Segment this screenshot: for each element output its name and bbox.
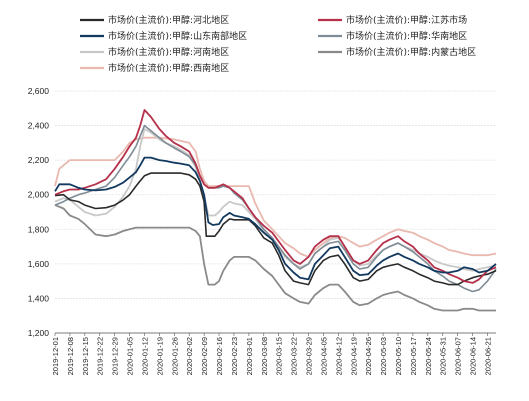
- y-tick-label: 1,800: [28, 224, 50, 234]
- y-tick-label: 1,400: [28, 293, 50, 303]
- y-tick-label: 1,600: [28, 259, 50, 269]
- x-tick-label: 2020-05-10: [394, 337, 403, 375]
- grid: [55, 90, 496, 334]
- x-tick-label: 2020-05-17: [409, 337, 418, 375]
- series-line: [54, 156, 497, 281]
- series-line: [54, 204, 496, 312]
- legend: 市场价(主流价):甲醇:河北地区 市场价(主流价):甲醇:江苏市场市场价(主流价)…: [80, 14, 476, 74]
- x-tick-label: 2020-06-21: [483, 337, 492, 375]
- x-tick-label: 2019-12-22: [96, 337, 105, 375]
- series-line: [54, 124, 497, 293]
- legend-label: 市场价(主流价):甲醇:西南地区: [108, 62, 229, 74]
- legend-label: 市场价(主流价):甲醇:江苏市场: [346, 14, 467, 26]
- x-tick-label: 2020-03-08: [260, 337, 269, 375]
- x-tick-label: 2020-06-07: [454, 337, 463, 375]
- x-tick-label: 2020-05-24: [424, 337, 433, 375]
- x-tick-label: 2020-06-14: [469, 337, 478, 375]
- legend-label: 市场价(主流价):甲醇:内蒙古地区: [346, 46, 476, 58]
- y-tick-label: 2,600: [28, 86, 50, 96]
- y-tick-label: 2,200: [28, 155, 50, 165]
- x-tick-label: 2019-12-08: [66, 337, 75, 375]
- legend-label: 市场价(主流价):甲醇:河北地区: [108, 14, 229, 26]
- x-tick-label: 2020-03-22: [290, 337, 299, 375]
- x-axis: 2019-12-01 2019-12-08 2019-12-15 2019-12-22…: [51, 333, 492, 375]
- series-line: [54, 136, 497, 258]
- x-tick-label: 2020-02-09: [200, 337, 209, 375]
- series-line: [54, 172, 497, 286]
- x-tick-label: 2020-03-29: [305, 337, 314, 375]
- legend-label: 市场价(主流价):甲醇:山东南部地区: [108, 30, 247, 42]
- x-tick-label: 2019-12-15: [81, 337, 90, 375]
- x-tick-label: 2020-04-26: [364, 337, 373, 375]
- series-group: [54, 109, 497, 312]
- x-tick-label: 2020-01-26: [170, 337, 179, 375]
- legend-label: 市场价(主流价):甲醇:华南地区: [346, 30, 467, 42]
- x-tick-label: 2019-12-01: [51, 337, 60, 375]
- y-axis: 1,200 1,400 1,600 1,800 2,000 2,200 2,400 2,600: [28, 86, 50, 338]
- x-tick-label: 2020-04-05: [319, 337, 328, 375]
- x-tick-label: 2020-02-02: [185, 337, 194, 375]
- x-tick-label: 2020-05-03: [379, 337, 388, 375]
- x-tick-label: 2020-01-05: [126, 337, 135, 375]
- x-tick-label: 2020-05-31: [439, 337, 448, 375]
- x-tick-label: 2020-03-01: [245, 337, 254, 375]
- y-tick-label: 2,400: [28, 121, 50, 131]
- y-tick-label: 1,200: [28, 328, 50, 338]
- x-tick-label: 2020-02-16: [215, 337, 224, 375]
- x-tick-label: 2020-01-12: [140, 337, 149, 375]
- y-tick-label: 2,000: [28, 190, 50, 200]
- x-tick-label: 2020-01-19: [155, 337, 164, 375]
- x-tick-label: 2020-04-19: [349, 337, 358, 375]
- x-tick-label: 2020-04-12: [334, 337, 343, 375]
- series-line: [54, 109, 497, 284]
- legend-label: 市场价(主流价):甲醇:河南地区: [108, 46, 229, 58]
- x-tick-label: 2020-02-23: [230, 337, 239, 375]
- x-tick-label: 2020-03-15: [275, 337, 284, 375]
- x-tick-label: 2019-12-29: [111, 337, 120, 375]
